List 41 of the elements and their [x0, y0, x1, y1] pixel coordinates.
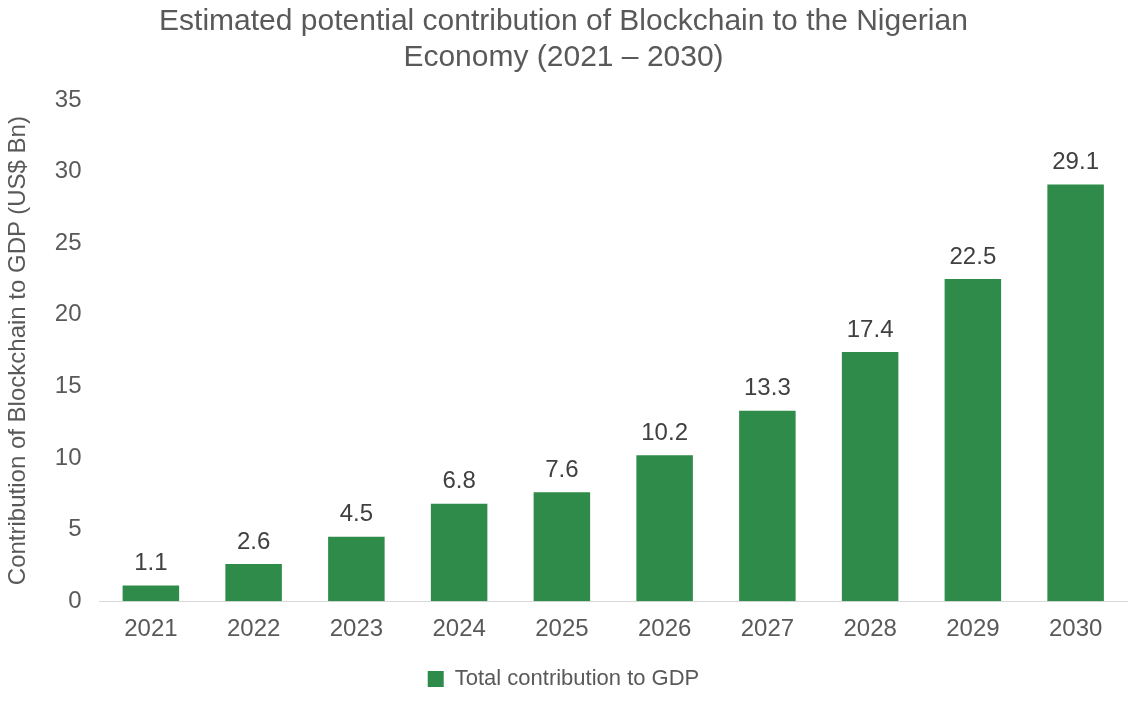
y-tick-label: 25 — [54, 227, 82, 255]
y-tick-label: 0 — [68, 585, 82, 613]
y-tick-label: 5 — [68, 514, 82, 542]
data-label: 22.5 — [949, 241, 997, 269]
x-tick-label: 2026 — [637, 614, 692, 642]
y-tick-label: 35 — [54, 84, 82, 112]
x-tick-label: 2023 — [329, 614, 384, 642]
bar — [1047, 184, 1104, 602]
x-tick-label: 2021 — [124, 614, 178, 642]
legend-label: Total contribution to GDP — [454, 665, 700, 691]
x-tick-label: 2030 — [1048, 614, 1103, 642]
data-label: 7.6 — [545, 454, 579, 482]
data-label: 2.6 — [236, 526, 271, 554]
y-tick-label: 10 — [54, 442, 82, 470]
x-tick-label: 2025 — [535, 614, 589, 642]
bar — [944, 279, 1002, 602]
y-tick-label: 15 — [54, 371, 82, 399]
data-label: 17.4 — [846, 314, 894, 342]
bar — [841, 352, 899, 602]
bar — [328, 536, 385, 602]
x-tick-label: 2022 — [226, 614, 281, 642]
data-label: 6.8 — [442, 466, 476, 494]
data-label: 4.5 — [339, 499, 374, 527]
chart-title: Estimated potential contribution of Blockchain to the Nigerian Economy (2021 – 2030) — [159, 3, 968, 73]
x-tick-label: 2027 — [740, 614, 795, 642]
y-tick-label: 20 — [54, 299, 82, 327]
data-label: 10.2 — [641, 417, 688, 445]
y-tick-label: 30 — [54, 156, 82, 184]
bar — [122, 585, 180, 602]
x-tick-label: 2024 — [432, 614, 486, 642]
bar — [430, 503, 488, 602]
bar — [533, 492, 591, 602]
y-axis-title: Contribution of Blockchain to GDP (US$ Bn) — [3, 116, 31, 586]
x-tick-label: 2029 — [946, 614, 1000, 642]
bar — [636, 455, 693, 602]
bar — [225, 563, 282, 602]
bar — [739, 410, 796, 602]
x-tick-label: 2028 — [843, 614, 897, 642]
data-label: 29.1 — [1052, 147, 1099, 175]
data-label: 1.1 — [134, 548, 168, 576]
data-label: 13.3 — [744, 373, 791, 401]
